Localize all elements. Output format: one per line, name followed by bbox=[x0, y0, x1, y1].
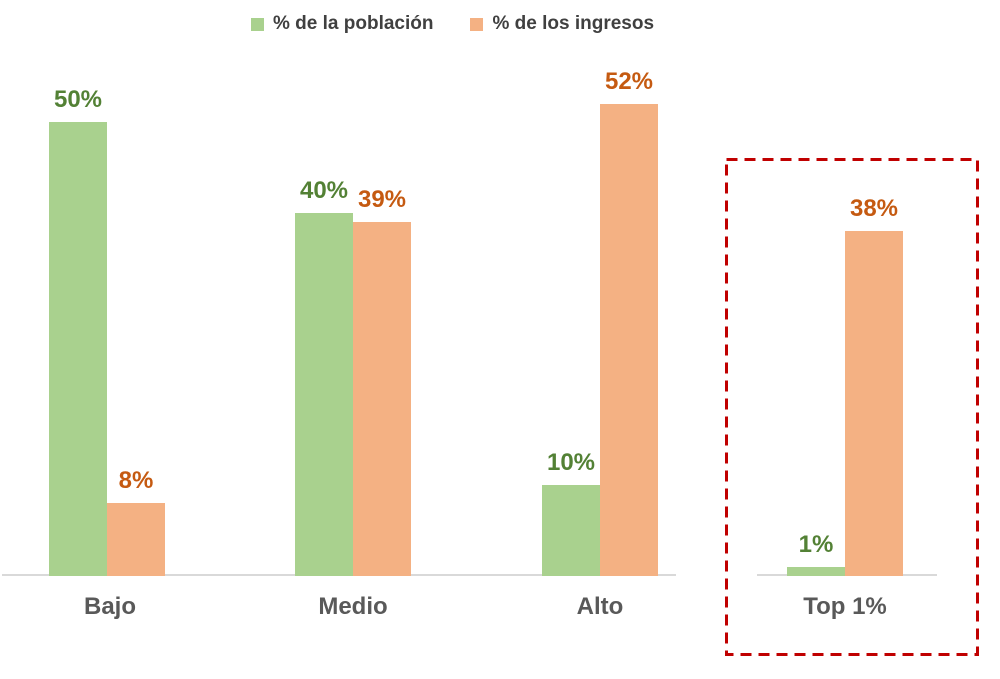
bar-poblacion-alto: 10% bbox=[542, 449, 600, 576]
legend-swatch-poblacion-icon bbox=[251, 17, 264, 31]
value-label-ingresos-medio: 39% bbox=[357, 185, 407, 213]
bar-poblacion-bajo: 50% bbox=[49, 86, 107, 576]
category-label-alto: Alto bbox=[576, 593, 624, 620]
bar-group-bajo: 50% 8% bbox=[49, 86, 165, 576]
bar-ingresos-medio: 39% bbox=[353, 186, 411, 576]
bar-poblacion-top1: 1% bbox=[787, 531, 845, 576]
bar-ingresos-top1: 38% bbox=[845, 195, 903, 576]
value-label-ingresos-bajo: 8% bbox=[118, 466, 154, 494]
legend-label-poblacion: % de la población bbox=[273, 13, 434, 34]
bar-poblacion-medio: 40% bbox=[295, 177, 353, 576]
category-label-bajo: Bajo bbox=[83, 593, 137, 620]
bar-ingresos-alto: 52% bbox=[600, 68, 658, 576]
category-label-medio: Medio bbox=[318, 593, 388, 620]
value-label-ingresos-top1: 38% bbox=[849, 194, 899, 222]
value-label-ingresos-alto: 52% bbox=[604, 67, 654, 95]
bar-group-alto: 10% 52% bbox=[542, 68, 658, 576]
chart-legend: % de la población % de los ingresos bbox=[251, 13, 654, 35]
value-label-poblacion-top1: 1% bbox=[798, 530, 834, 558]
bar-group-top1: 1% 38% bbox=[787, 195, 903, 576]
legend-item-poblacion: % de la población bbox=[251, 13, 433, 35]
bar-ingresos-bajo: 8% bbox=[107, 467, 165, 576]
legend-item-ingresos: % de los ingresos bbox=[470, 13, 654, 35]
bar-group-medio: 40% 39% bbox=[295, 177, 411, 576]
legend-swatch-ingresos-icon bbox=[470, 17, 484, 31]
category-label-top1: Top 1% bbox=[803, 593, 887, 620]
value-label-poblacion-alto: 10% bbox=[546, 448, 596, 476]
value-label-poblacion-medio: 40% bbox=[299, 176, 349, 204]
value-label-poblacion-bajo: 50% bbox=[53, 85, 103, 113]
legend-label-ingresos: % de los ingresos bbox=[492, 13, 655, 34]
top1-highlight-box bbox=[725, 158, 979, 656]
